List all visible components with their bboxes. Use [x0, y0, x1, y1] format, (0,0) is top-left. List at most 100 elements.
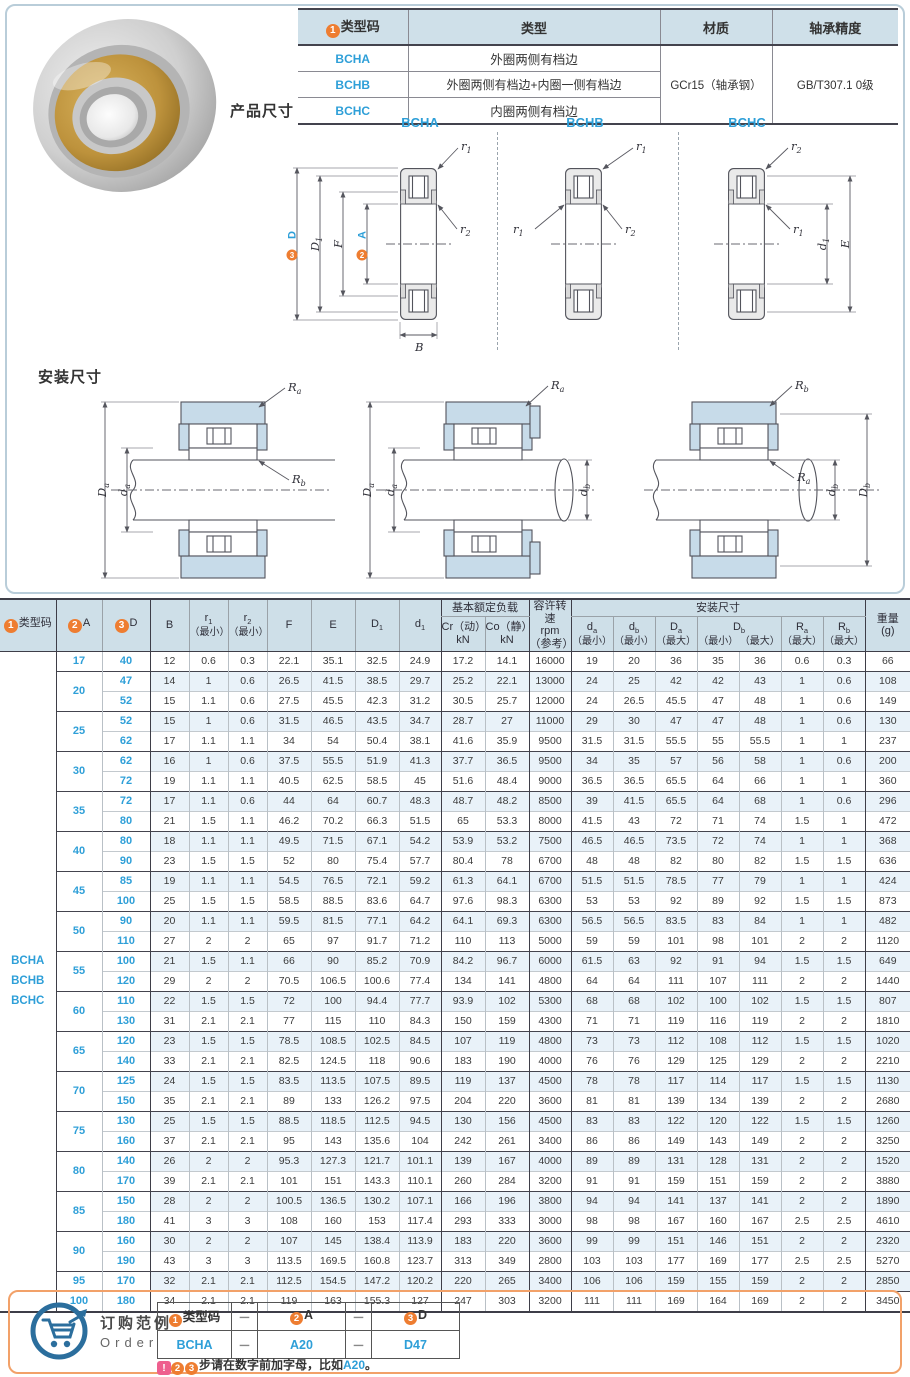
- spec-value-cell: 1.5: [822, 950, 866, 972]
- table-row: 35 72 17 1.1 0.6 44 64 60.7 48.3 48.7 48.2 8500 39 41…: [0, 790, 910, 832]
- spec-value-cell: 2: [780, 930, 823, 952]
- spec-value-cell: 2: [822, 1130, 866, 1152]
- spec-value-cell: 71: [612, 1010, 655, 1032]
- spec-value-cell: 77.7: [398, 990, 441, 1012]
- spec-value-cell: 23: [149, 1030, 189, 1052]
- spec-value-cell: 94.4: [354, 990, 399, 1012]
- spec-value-cell: 83.5: [654, 910, 697, 932]
- d-value-cell: 85: [101, 870, 150, 892]
- spec-value-cell: 16: [149, 750, 189, 772]
- spec-value-cell: 143: [310, 1130, 355, 1152]
- spec-value-cell: 2800: [528, 1250, 571, 1272]
- spec-value-cell: 42: [654, 670, 697, 692]
- spec-value-cell: 3800: [528, 1190, 571, 1212]
- spec-value-cell: 1.5: [780, 1110, 823, 1132]
- spec-value-cell: 3: [188, 1250, 228, 1272]
- spec-value-cell: 29.7: [398, 670, 441, 692]
- spec-value-cell: 149: [738, 1130, 781, 1152]
- table-row: 130 31 2.1 2.1 77 115 110 84.3 150 159 4300 71 71 119…: [0, 1010, 910, 1032]
- spec-value-cell: 1: [188, 750, 228, 772]
- spec-value-cell: 1.1: [227, 830, 267, 852]
- spec-value-cell: 649: [864, 950, 910, 972]
- product-diagram-bchc: r2 r1 d1 E: [714, 139, 856, 355]
- svg-text:r2: r2: [625, 222, 636, 238]
- table-row: 170 39 2.1 2.1 101 151 143.3 110.1 260 284 3200 91 9…: [0, 1170, 910, 1192]
- spec-value-cell: 873: [864, 890, 910, 912]
- spec-value-cell: 68: [612, 990, 655, 1012]
- spec-value-cell: 115: [310, 1010, 355, 1032]
- col-header-db-cap: Db （最小） （最大）: [696, 616, 781, 652]
- product-diagram-bchb: r1 r1 r2: [513, 139, 647, 355]
- spec-value-cell: 2: [188, 970, 228, 992]
- spec-value-cell: 2: [227, 1150, 267, 1172]
- spec-value-cell: 482: [864, 910, 910, 932]
- spec-value-cell: 119: [440, 1070, 485, 1092]
- spec-value-cell: 25.7: [484, 690, 529, 712]
- a-value-cell: 55: [55, 950, 102, 992]
- spec-value-cell: 107: [696, 970, 739, 992]
- spec-value-cell: 15: [149, 690, 189, 712]
- spec-value-cell: 4800: [528, 1030, 571, 1052]
- spec-value-cell: 34: [570, 750, 613, 772]
- spec-value-cell: 1: [780, 770, 823, 792]
- spec-value-cell: 66: [266, 950, 311, 972]
- spec-value-cell: 1.1: [188, 770, 228, 792]
- spec-value-cell: 1.5: [188, 850, 228, 872]
- spec-value-cell: 31.2: [398, 690, 441, 712]
- spec-value-cell: 106.5: [310, 970, 355, 992]
- spec-value-cell: 2: [822, 1230, 866, 1252]
- spec-value-cell: 1: [780, 730, 823, 752]
- spec-value-cell: 37.5: [266, 750, 311, 772]
- d-value-cell: 170: [101, 1170, 150, 1192]
- diagram-label-bchb: BCHB: [566, 115, 604, 130]
- spec-value-cell: 2850: [864, 1270, 910, 1292]
- spec-value-cell: 1.1: [188, 690, 228, 712]
- spec-value-cell: 26.5: [612, 690, 655, 712]
- spec-value-cell: 71: [696, 810, 739, 832]
- table-row: 120 29 2 2 70.5 106.5 100.6 77.4 134 141 4800 64 64 1…: [0, 970, 910, 992]
- table-row: 30 62 16 1 0.6 37.5 55.5 51.9 41.3 37.7 36.5 9500 34…: [0, 750, 910, 792]
- spec-value-cell: 101: [654, 930, 697, 952]
- spec-value-cell: 8500: [528, 790, 571, 812]
- spec-value-cell: 1.1: [227, 810, 267, 832]
- spec-value-cell: 196: [484, 1190, 529, 1212]
- col-header-r2: r2 （最小）: [227, 599, 269, 652]
- spec-value-cell: 2.1: [227, 1170, 267, 1192]
- spec-value-cell: 106: [612, 1270, 655, 1292]
- col-header-ra: Ra （最大）: [780, 616, 823, 652]
- a-value-cell: 85: [55, 1190, 102, 1232]
- spec-value-cell: 70.9: [398, 950, 441, 972]
- order-dash: －: [231, 1330, 258, 1359]
- svg-text:d1: d1: [815, 238, 831, 250]
- spec-value-cell: 2.1: [188, 1170, 228, 1192]
- spec-value-cell: 2: [188, 930, 228, 952]
- spec-value-cell: 97: [310, 930, 355, 952]
- spec-value-cell: 167: [484, 1150, 529, 1172]
- spec-value-cell: 27: [484, 710, 529, 732]
- spec-value-cell: 55.5: [310, 750, 355, 772]
- spec-value-cell: 72: [654, 810, 697, 832]
- spec-value-cell: 63: [612, 950, 655, 972]
- col-group-load: 基本额定负载: [440, 599, 529, 618]
- spec-value-cell: 2.1: [188, 1050, 228, 1072]
- d-value-cell: 140: [101, 1150, 150, 1172]
- spec-value-cell: 118: [354, 1050, 399, 1072]
- spec-value-cell: 1.5: [780, 850, 823, 872]
- spec-value-cell: 143.3: [354, 1170, 399, 1192]
- spec-value-cell: 3200: [528, 1170, 571, 1192]
- spec-value-cell: 117: [654, 1070, 697, 1092]
- spec-value-cell: 360: [864, 770, 910, 792]
- spec-value-cell: 6700: [528, 870, 571, 892]
- spec-value-cell: 14.1: [484, 651, 529, 672]
- spec-value-cell: 153: [354, 1210, 399, 1232]
- spec-value-cell: 38.5: [354, 670, 399, 692]
- a-value-cell: 70: [55, 1070, 102, 1112]
- spec-value-cell: 108.5: [310, 1030, 355, 1052]
- spec-value-cell: 1: [822, 830, 866, 852]
- spec-value-cell: 51.5: [398, 810, 441, 832]
- spec-value-cell: 2680: [864, 1090, 910, 1112]
- spec-value-cell: 141: [738, 1190, 781, 1212]
- spec-value-cell: 48.3: [398, 790, 441, 812]
- spec-value-cell: 12000: [528, 690, 571, 712]
- spec-value-cell: 72: [266, 990, 311, 1012]
